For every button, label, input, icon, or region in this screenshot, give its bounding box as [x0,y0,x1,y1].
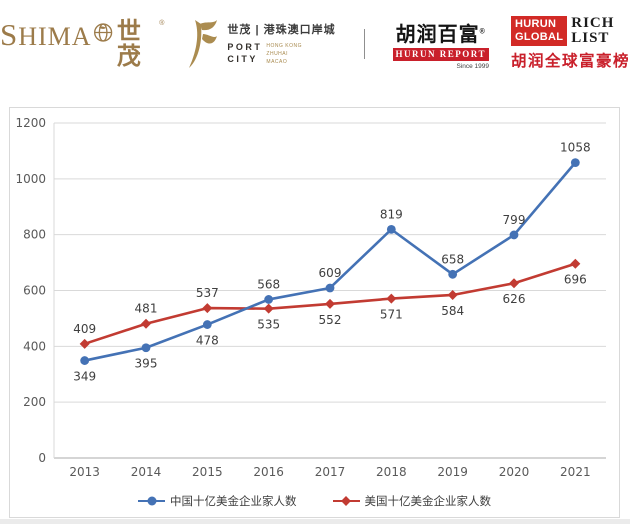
port-city-cn: 世茂 | 港珠澳口岸城 [227,24,336,37]
globe-icon [93,22,112,42]
legend-label-usa: 美国十亿美金企业家人数 [364,496,492,508]
svg-text:696: 696 [564,273,587,287]
line-chart: 0 200 400 600 800 1000 1200 2013 2014 2015 2016 201… [15,116,606,479]
hurun-report-logo: 胡润百富® HURUN REPORT Since 1999 [392,18,489,70]
svg-text:2015: 2015 [192,465,223,479]
svg-text:799: 799 [503,213,526,227]
shimao-cn: 世茂 [116,17,141,70]
svg-text:535: 535 [257,318,280,332]
svg-text:349: 349 [73,370,96,384]
svg-text:571: 571 [380,308,403,322]
port-city-en: PORT CITY [227,42,263,64]
svg-text:2014: 2014 [131,465,162,479]
svg-text:2021: 2021 [560,465,591,479]
legend-item-usa: 美国十亿美金企业家人数 [332,493,492,509]
svg-text:200: 200 [23,395,46,409]
svg-text:584: 584 [441,304,464,318]
legend-item-china: 中国十亿美金企业家人数 [138,493,297,509]
svg-text:537: 537 [196,286,219,300]
hurun-global-red-block: HURUN GLOBAL [510,16,568,47]
svg-text:600: 600 [23,284,46,298]
svg-text:819: 819 [380,207,403,221]
svg-text:800: 800 [23,228,46,242]
svg-text:626: 626 [503,292,526,306]
shimao-registered-mark: ® [159,19,165,27]
svg-text:2013: 2013 [69,465,100,479]
svg-text:568: 568 [257,277,280,291]
svg-text:658: 658 [441,252,464,266]
svg-text:478: 478 [196,334,219,348]
port-city-cities: HONG KONG ZHUHAI MACAO [266,43,303,66]
hurun-report-banner: HURUN REPORT [392,47,489,61]
svg-text:552: 552 [319,313,342,327]
svg-text:395: 395 [135,357,158,371]
chart-legend: 中国十亿美金企业家人数 美国十亿美金企业家人数 [10,493,619,509]
svg-text:2017: 2017 [315,465,346,479]
rich-list-wordmark: RICH LIST [571,15,615,46]
svg-text:1200: 1200 [15,116,46,130]
port-city-logo: 世茂 | 港珠澳口岸城 PORT CITY HONG KONG ZHUHAI M… [186,18,335,70]
svg-text:609: 609 [319,266,342,280]
svg-text:481: 481 [135,302,158,316]
header: SHIMA 世茂 ® 世茂 | 港珠澳口岸城 PORT CITY [0,16,630,71]
svg-text:2020: 2020 [499,465,530,479]
legend-label-china: 中国十亿美金企业家人数 [170,496,297,508]
hurun-report-since: Since 1999 [456,62,489,70]
legend-marker-diamond [332,496,360,507]
svg-text:1000: 1000 [15,172,46,186]
svg-text:2016: 2016 [253,465,284,479]
hurun-report-registered-mark: ® [479,28,486,36]
legend-marker-circle [138,496,165,507]
hurun-global-rich-list-logo: HURUN GLOBAL RICH LIST 胡润全球富豪榜 [510,15,630,71]
shimao-wordmark: SHIMA [0,16,92,52]
bottom-strip [0,519,630,524]
svg-text:409: 409 [73,322,96,336]
svg-text:400: 400 [23,339,46,353]
port-city-text: 世茂 | 港珠澳口岸城 PORT CITY HONG KONG ZHUHAI M… [227,21,335,66]
port-city-brush-glyph [189,19,218,68]
svg-text:0: 0 [38,451,46,465]
legend-diamond-usa [341,496,351,506]
header-divider [363,28,365,59]
hurun-report-cn: 胡润百富® [395,23,486,46]
svg-text:2018: 2018 [376,465,407,479]
chart-container: 0 200 400 600 800 1000 1200 2013 2014 2015 2016 201… [9,107,620,518]
shimao-logo: SHIMA 世茂 ® [0,16,165,70]
legend-dot-china [147,496,156,506]
svg-text:1058: 1058 [560,141,591,155]
hurun-global-cn: 胡润全球富豪榜 [510,53,630,71]
svg-text:2019: 2019 [437,465,468,479]
